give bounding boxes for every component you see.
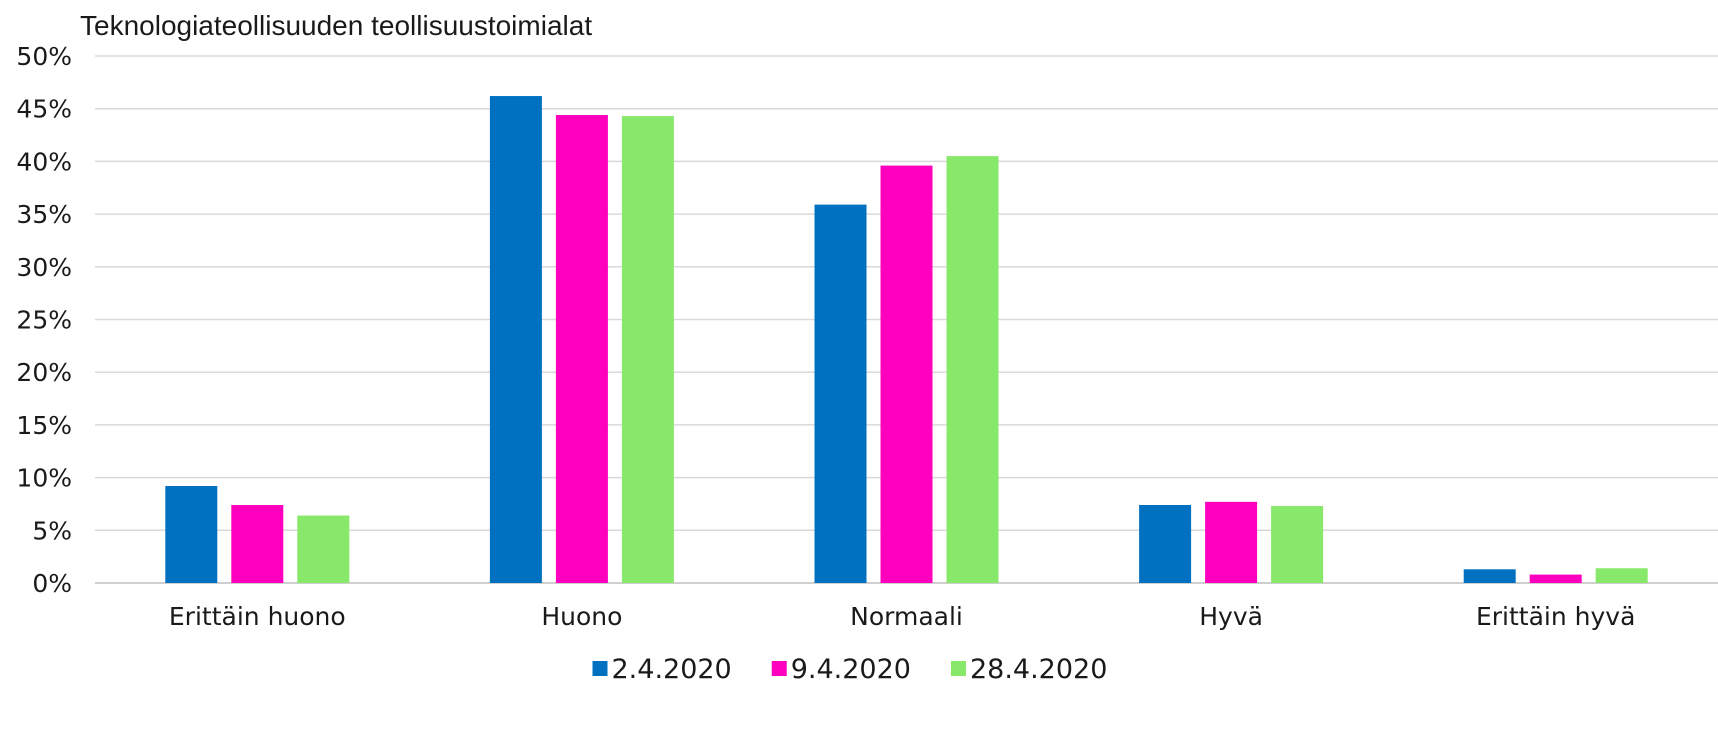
bar — [555, 115, 608, 584]
bar — [297, 515, 350, 583]
y-tick-label: 50% — [16, 42, 72, 71]
y-tick-label: 25% — [16, 306, 72, 335]
x-category-label: Erittäin hyvä — [1476, 602, 1635, 631]
y-tick-label: 5% — [32, 516, 72, 545]
y-tick-label: 15% — [16, 411, 72, 440]
bar — [1463, 569, 1516, 583]
bar — [489, 96, 542, 583]
x-category-label: Huono — [541, 602, 622, 631]
y-tick-label: 35% — [16, 200, 72, 229]
x-axis: Erittäin huono Huono Normaali Hyvä Erittäin … — [169, 602, 1636, 631]
bar — [946, 156, 999, 583]
x-category-label: Hyvä — [1199, 602, 1263, 631]
y-tick-label: 10% — [16, 464, 72, 493]
x-category-label: Erittäin huono — [169, 602, 346, 631]
legend-swatch — [592, 661, 608, 676]
chart-title: Teknologiateollisuuden teollisuustoimial… — [80, 10, 592, 41]
x-category-label: Normaali — [850, 602, 963, 631]
bar — [165, 486, 218, 583]
legend: 2.4.2020 9.4.2020 28.4.2020 — [592, 654, 1107, 685]
y-tick-label: 30% — [16, 253, 72, 282]
bar — [814, 204, 867, 583]
y-tick-label: 40% — [16, 147, 72, 176]
bar — [1271, 506, 1324, 583]
bar — [880, 165, 933, 583]
legend-label: 9.4.2020 — [791, 654, 911, 685]
y-tick-label: 45% — [16, 95, 72, 124]
bar — [1139, 505, 1192, 583]
legend-label: 28.4.2020 — [970, 654, 1107, 685]
bar — [1205, 501, 1258, 583]
y-axis: 0% 5% 10% 15% 20% 25% 30% 35% 40% 45% 50% — [16, 42, 72, 598]
legend-swatch — [950, 661, 966, 676]
y-tick-label: 20% — [16, 358, 72, 387]
bars — [165, 96, 1648, 584]
legend-label: 2.4.2020 — [612, 654, 732, 685]
bar — [621, 116, 674, 583]
bar — [1595, 568, 1648, 583]
y-tick-label: 0% — [32, 569, 72, 598]
bar — [1529, 574, 1582, 583]
legend-swatch — [771, 661, 787, 676]
bar — [231, 505, 284, 583]
